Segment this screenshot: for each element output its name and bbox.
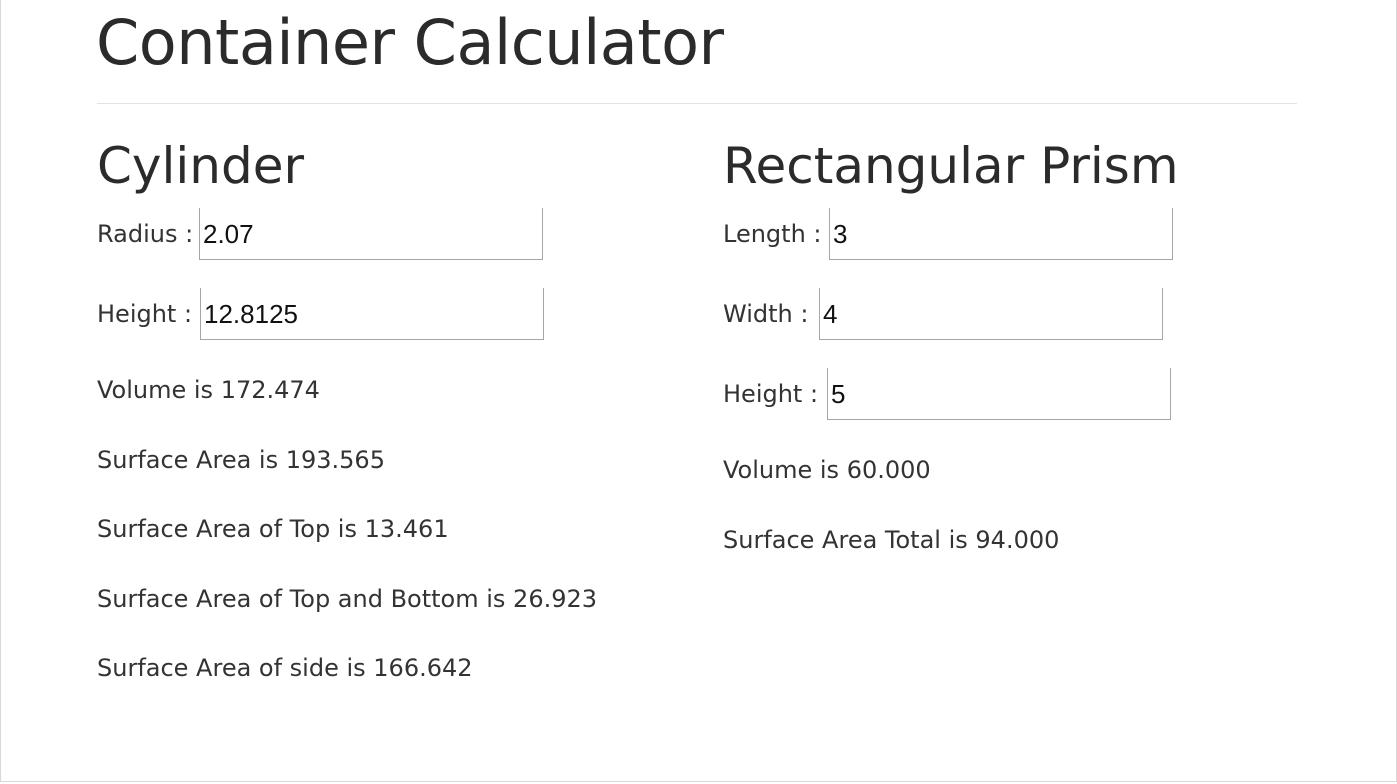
cylinder-height-label: Height : xyxy=(97,300,193,328)
prism-length-label: Length : xyxy=(723,220,822,248)
cylinder-surface-area-result: Surface Area is 193.565 xyxy=(97,446,385,474)
prism-title: Rectangular Prism xyxy=(723,137,1179,195)
cylinder-side-area-result: Surface Area of side is 166.642 xyxy=(97,654,473,682)
cylinder-volume-result: Volume is 172.474 xyxy=(97,376,320,404)
cylinder-title: Cylinder xyxy=(97,137,305,195)
cylinder-top-area-result: Surface Area of Top is 13.461 xyxy=(97,515,449,543)
prism-height-input[interactable] xyxy=(827,368,1171,420)
cylinder-height-input[interactable] xyxy=(200,288,544,340)
prism-volume-result: Volume is 60.000 xyxy=(723,456,931,484)
prism-width-label: Width : xyxy=(723,300,809,328)
cylinder-radius-label: Radius : xyxy=(97,220,194,248)
cylinder-radius-input[interactable] xyxy=(199,208,543,260)
page-title: Container Calculator xyxy=(96,6,724,79)
prism-width-input[interactable] xyxy=(819,288,1163,340)
title-divider xyxy=(97,103,1297,104)
cylinder-top-bottom-area-result: Surface Area of Top and Bottom is 26.923 xyxy=(97,585,598,613)
prism-length-input[interactable] xyxy=(829,208,1173,260)
prism-surface-area-result: Surface Area Total is 94.000 xyxy=(723,526,1060,554)
prism-height-label: Height : xyxy=(723,380,819,408)
